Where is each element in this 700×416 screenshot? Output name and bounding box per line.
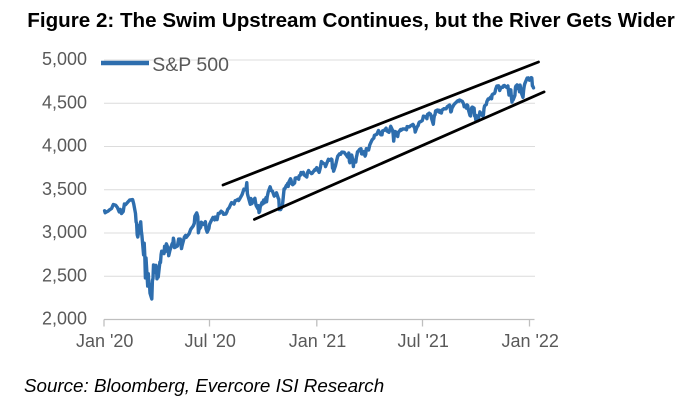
svg-text:Figure 2: The Swim Upstream Co: Figure 2: The Swim Upstream Continues, b… — [27, 9, 674, 32]
svg-text:3,500: 3,500 — [42, 179, 87, 199]
svg-text:S&P 500: S&P 500 — [152, 54, 229, 76]
svg-text:Source: Bloomberg, Evercore IS: Source: Bloomberg, Evercore ISI Research — [24, 375, 384, 396]
svg-text:4,000: 4,000 — [42, 136, 87, 156]
svg-text:5,000: 5,000 — [42, 49, 87, 69]
svg-text:Jan '20: Jan '20 — [76, 331, 133, 351]
svg-text:Jan '22: Jan '22 — [501, 331, 558, 351]
svg-text:Jul '20: Jul '20 — [184, 331, 235, 351]
svg-text:4,500: 4,500 — [42, 92, 87, 112]
svg-text:Jan '21: Jan '21 — [289, 331, 346, 351]
svg-text:2,500: 2,500 — [42, 265, 87, 285]
svg-text:2,000: 2,000 — [42, 309, 87, 329]
svg-text:3,000: 3,000 — [42, 222, 87, 242]
svg-text:Jul '21: Jul '21 — [397, 331, 448, 351]
